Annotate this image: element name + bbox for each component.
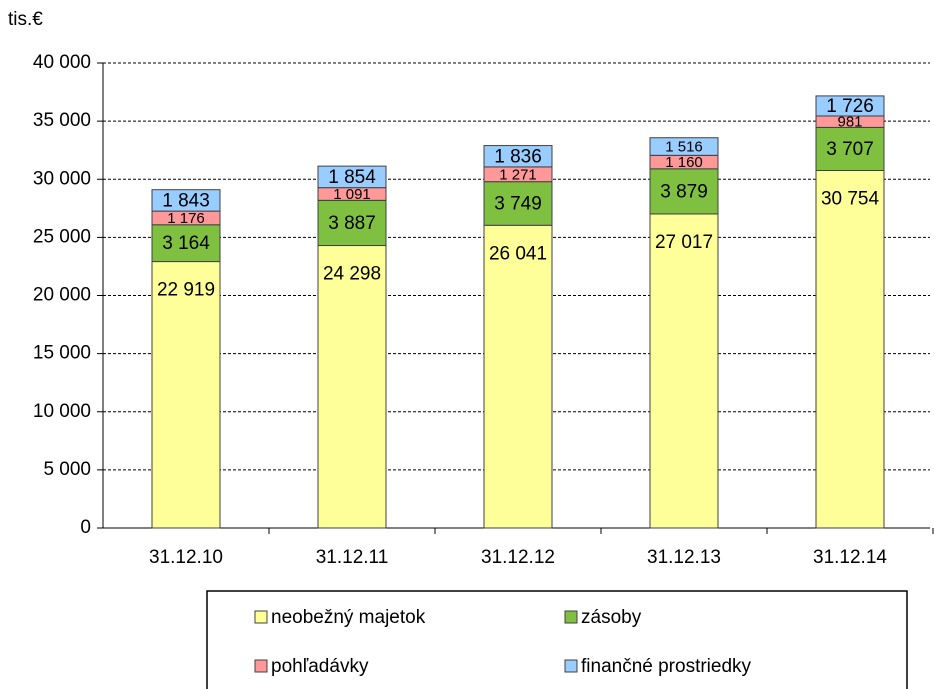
x-tick-label: 31.12.12	[481, 547, 555, 568]
data-label: 1 176	[167, 210, 205, 227]
data-label: 30 754	[821, 189, 880, 210]
data-label: 24 298	[323, 264, 381, 285]
x-tick-label: 31.12.13	[647, 547, 721, 568]
data-label: 22 919	[157, 280, 215, 301]
data-label: 981	[837, 114, 862, 131]
y-tick-label: 10 000	[33, 401, 91, 422]
data-label: 1 160	[665, 154, 703, 171]
data-label: 1 516	[665, 139, 703, 156]
bar-segment	[151, 189, 221, 212]
legend-label: neobežný majetok	[271, 607, 426, 628]
data-label: 1 836	[494, 146, 542, 167]
bar-segment	[317, 245, 387, 529]
bar-segment	[483, 224, 553, 529]
legend-swatch	[254, 659, 268, 673]
legend-label: finančné prostriedky	[581, 656, 752, 677]
bar-segment	[649, 168, 719, 215]
bar-segment	[317, 165, 387, 189]
legend-swatch	[564, 610, 578, 624]
bar-segment	[151, 224, 221, 263]
y-tick-label: 15 000	[33, 343, 91, 364]
data-label: 3 164	[162, 233, 210, 254]
x-tick-label: 31.12.10	[149, 547, 223, 568]
bar-segment	[317, 199, 387, 247]
legend-swatch	[564, 659, 578, 673]
data-label: 3 879	[660, 181, 708, 202]
y-tick-label: 0	[80, 517, 91, 538]
data-label: 3 887	[328, 213, 376, 234]
bar-segment	[649, 137, 719, 156]
bar-segment	[815, 95, 885, 117]
data-label: 1 726	[826, 96, 874, 117]
data-label: 3 707	[826, 139, 874, 160]
y-tick-label: 5 000	[43, 459, 91, 480]
bar-segment	[649, 213, 719, 529]
data-label: 1 843	[162, 190, 210, 211]
legend-label: pohľadávky	[271, 656, 369, 677]
y-tick-label: 25 000	[33, 226, 91, 247]
bar-segment	[815, 169, 885, 529]
y-tick-label: 35 000	[33, 110, 91, 131]
data-label: 26 041	[489, 243, 547, 264]
legend-box	[206, 590, 908, 689]
data-label: 1 091	[333, 186, 371, 203]
y-tick-label: 30 000	[33, 168, 91, 189]
bar-segment	[815, 126, 885, 171]
data-label: 27 017	[655, 232, 713, 253]
legend-swatch	[254, 610, 268, 624]
y-tick-label: 40 000	[33, 52, 91, 73]
x-tick-label: 31.12.11	[316, 547, 389, 568]
bar-segment	[483, 145, 553, 168]
data-label: 3 749	[494, 193, 542, 214]
bar-segment	[151, 261, 221, 529]
legend-label: zásoby	[581, 607, 642, 628]
data-label: 1 271	[499, 166, 537, 183]
data-label: 1 854	[328, 167, 376, 188]
y-tick-label: 20 000	[33, 285, 91, 306]
y-axis-label: tis.€	[8, 9, 43, 30]
x-tick-label: 31.12.14	[813, 547, 887, 568]
